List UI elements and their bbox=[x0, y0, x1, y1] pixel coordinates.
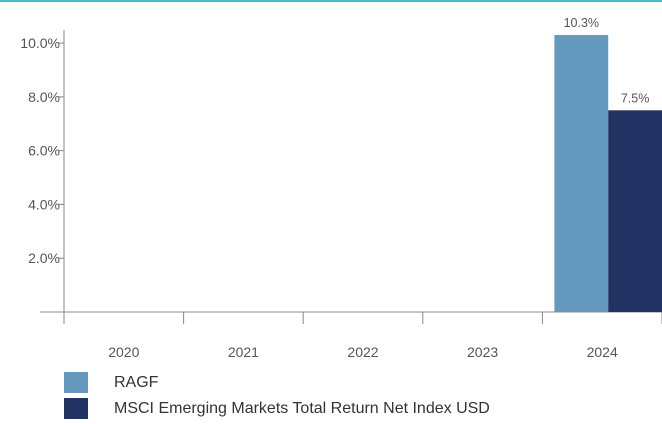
legend: RAGF MSCI Emerging Markets Total Return … bbox=[64, 372, 490, 424]
x-tick-label: 2020 bbox=[108, 344, 139, 360]
legend-item-ragf: RAGF bbox=[64, 372, 490, 393]
bar-value-label: 7.5% bbox=[621, 91, 650, 105]
y-tick-label: 6.0% bbox=[28, 143, 60, 159]
legend-swatch-msci bbox=[64, 398, 88, 419]
y-tick-label: 8.0% bbox=[28, 89, 60, 105]
legend-label-msci: MSCI Emerging Markets Total Return Net I… bbox=[114, 399, 490, 417]
bars-group: 10.3% 7.5% bbox=[554, 16, 662, 313]
legend-swatch-ragf bbox=[64, 372, 88, 393]
x-tick-label: 2021 bbox=[228, 344, 259, 360]
bar-msci-2024 bbox=[608, 110, 662, 313]
x-tick-label: 2023 bbox=[467, 344, 498, 360]
bar-value-label: 10.3% bbox=[564, 16, 599, 30]
top-rule bbox=[0, 0, 662, 2]
bar-ragf-2024 bbox=[554, 35, 609, 312]
legend-item-msci: MSCI Emerging Markets Total Return Net I… bbox=[64, 398, 490, 419]
y-tick-label: 10.0% bbox=[20, 35, 60, 51]
y-tick-label: 4.0% bbox=[28, 196, 60, 212]
y-axis-ticks: 2.0% 4.0% 6.0% 8.0% 10.0% bbox=[20, 35, 64, 266]
y-tick-label: 2.0% bbox=[28, 250, 60, 266]
x-tick-label: 2024 bbox=[587, 344, 618, 360]
x-tick-label: 2022 bbox=[347, 344, 378, 360]
bar-chart: 2.0%4.0%6.0%8.0%10.0% 2020 2021 2022 2023 20… bbox=[20, 16, 662, 360]
legend-label-ragf: RAGF bbox=[114, 373, 159, 391]
x-axis-ticks: 2020 2021 2022 2023 2024 bbox=[63, 312, 662, 360]
